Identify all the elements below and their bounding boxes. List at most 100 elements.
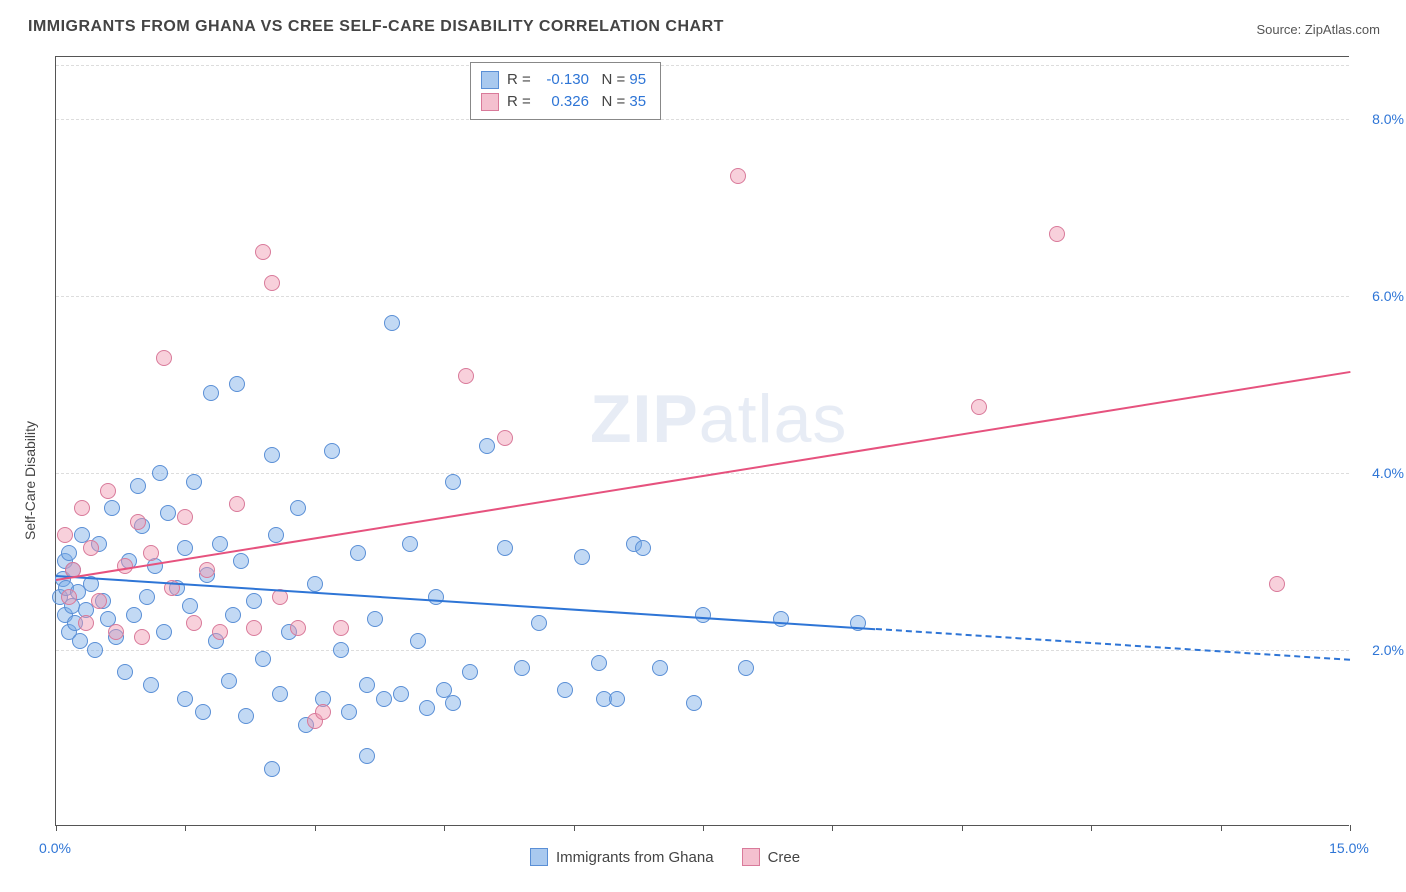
data-point-ghana <box>255 651 271 667</box>
series-legend-label: Immigrants from Ghana <box>556 849 714 866</box>
data-point-cree <box>91 593 107 609</box>
data-point-ghana <box>359 677 375 693</box>
x-tick <box>444 825 445 831</box>
y-tick-label: 8.0% <box>1354 111 1404 127</box>
data-point-ghana <box>61 545 77 561</box>
data-point-cree <box>333 620 349 636</box>
gridline <box>56 65 1349 66</box>
data-point-ghana <box>203 385 219 401</box>
data-point-ghana <box>268 527 284 543</box>
data-point-ghana <box>376 691 392 707</box>
y-tick-label: 4.0% <box>1354 465 1404 481</box>
data-point-ghana <box>238 708 254 724</box>
data-point-ghana <box>686 695 702 711</box>
data-point-ghana <box>264 447 280 463</box>
data-point-ghana <box>160 505 176 521</box>
x-tick <box>703 825 704 831</box>
data-point-ghana <box>264 761 280 777</box>
data-point-ghana <box>104 500 120 516</box>
data-point-ghana <box>139 589 155 605</box>
x-tick <box>56 825 57 831</box>
x-tick <box>962 825 963 831</box>
data-point-ghana <box>410 633 426 649</box>
data-point-cree <box>177 509 193 525</box>
data-point-ghana <box>233 553 249 569</box>
gridline <box>56 119 1349 120</box>
legend-swatch <box>742 848 760 866</box>
data-point-ghana <box>87 642 103 658</box>
data-point-cree <box>74 500 90 516</box>
data-point-cree <box>61 589 77 605</box>
source-label: Source: <box>1256 22 1304 37</box>
data-point-ghana <box>773 611 789 627</box>
data-point-cree <box>458 368 474 384</box>
data-point-cree <box>971 399 987 415</box>
data-point-cree <box>497 430 513 446</box>
data-point-ghana <box>384 315 400 331</box>
series-legend: Immigrants from Ghana Cree <box>530 848 800 866</box>
data-point-ghana <box>246 593 262 609</box>
trend-line <box>56 575 876 630</box>
data-point-cree <box>83 540 99 556</box>
x-tick <box>1221 825 1222 831</box>
source-name: ZipAtlas.com <box>1305 22 1380 37</box>
data-point-ghana <box>152 465 168 481</box>
data-point-cree <box>255 244 271 260</box>
data-point-cree <box>130 514 146 530</box>
gridline <box>56 650 1349 651</box>
data-point-ghana <box>221 673 237 689</box>
data-point-ghana <box>126 607 142 623</box>
legend-row-cree: R = 0.326 N = 35 <box>481 91 646 113</box>
data-point-ghana <box>462 664 478 680</box>
x-tick-label-max: 15.0% <box>1329 840 1369 856</box>
data-point-ghana <box>225 607 241 623</box>
data-point-cree <box>1269 576 1285 592</box>
data-point-ghana <box>609 691 625 707</box>
data-point-cree <box>100 483 116 499</box>
data-point-ghana <box>419 700 435 716</box>
data-point-ghana <box>333 642 349 658</box>
data-point-ghana <box>272 686 288 702</box>
data-point-ghana <box>557 682 573 698</box>
data-point-ghana <box>143 677 159 693</box>
data-point-cree <box>143 545 159 561</box>
data-point-ghana <box>182 598 198 614</box>
data-point-ghana <box>497 540 513 556</box>
gridline <box>56 473 1349 474</box>
data-point-cree <box>730 168 746 184</box>
x-tick <box>1091 825 1092 831</box>
data-point-ghana <box>307 576 323 592</box>
source-attribution: Source: ZipAtlas.com <box>1256 22 1380 37</box>
data-point-ghana <box>341 704 357 720</box>
data-point-cree <box>78 615 94 631</box>
x-tick <box>832 825 833 831</box>
data-point-cree <box>57 527 73 543</box>
data-point-ghana <box>117 664 133 680</box>
x-tick <box>574 825 575 831</box>
series-legend-label: Cree <box>768 849 801 866</box>
data-point-ghana <box>186 474 202 490</box>
data-point-ghana <box>574 549 590 565</box>
data-point-ghana <box>402 536 418 552</box>
series-legend-item: Immigrants from Ghana <box>530 848 714 866</box>
data-point-ghana <box>290 500 306 516</box>
y-axis-label: Self-Care Disability <box>22 421 38 540</box>
y-tick-label: 2.0% <box>1354 642 1404 658</box>
data-point-cree <box>108 624 124 640</box>
legend-text: R = 0.326 N = 35 <box>507 91 646 113</box>
data-point-cree <box>156 350 172 366</box>
data-point-ghana <box>324 443 340 459</box>
y-tick-label: 6.0% <box>1354 288 1404 304</box>
legend-swatch <box>530 848 548 866</box>
data-point-ghana <box>229 376 245 392</box>
legend-swatch <box>481 93 499 111</box>
data-point-ghana <box>350 545 366 561</box>
data-point-ghana <box>212 536 228 552</box>
data-point-cree <box>315 704 331 720</box>
data-point-ghana <box>479 438 495 454</box>
data-point-ghana <box>531 615 547 631</box>
data-point-ghana <box>177 540 193 556</box>
data-point-cree <box>212 624 228 640</box>
data-point-ghana <box>428 589 444 605</box>
data-point-ghana <box>195 704 211 720</box>
